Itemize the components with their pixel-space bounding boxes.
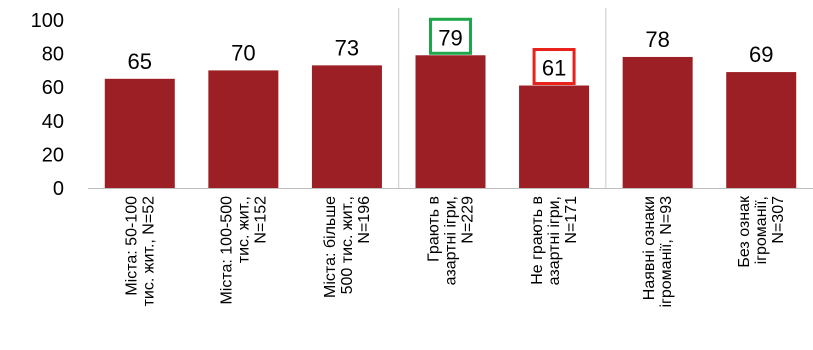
highlight-box — [532, 48, 576, 86]
data-label: 70 — [231, 40, 255, 65]
category-label-line: ігроманії, — [753, 196, 770, 264]
y-tick-label: 0 — [53, 178, 64, 200]
category-label-line: Міста: 100-500 — [218, 196, 235, 305]
category-label-line: N=152 — [252, 196, 269, 244]
category-label: Грають вазартні ігри,N=229 — [426, 196, 477, 285]
group-separators — [398, 8, 607, 188]
category-label-line: Грають в — [426, 196, 443, 262]
y-tick-label: 40 — [42, 111, 64, 133]
category-label: Міста: 100-500тис. жит.,N=152 — [218, 196, 269, 305]
category-labels: Міста: 50-100тис. жит., N=52 Міста: 100-5… — [123, 195, 787, 308]
data-label: 69 — [749, 42, 773, 67]
category-label-line: Без ознак — [736, 195, 753, 268]
category-label: Без ознакігроманії,N=307 — [736, 195, 787, 268]
data-labels: 65 70 73 79 61 78 69 — [128, 25, 774, 80]
category-label: Міста: більше500 тис. жит.,N=196 — [322, 196, 373, 298]
category-label-line: Не грають в — [529, 196, 546, 285]
category-label-line: Міста: більше — [322, 196, 339, 298]
y-axis-ticks: 0 20 40 60 80 100 — [31, 10, 64, 200]
bar — [104, 78, 175, 188]
category-label-line: азартні ігри, — [443, 196, 460, 285]
bar — [415, 55, 486, 188]
data-label: 79 — [438, 25, 462, 50]
category-label-line: N=171 — [563, 196, 580, 244]
category-label-line: тис. жит., N=52 — [140, 196, 157, 306]
category-label: Міста: 50-100тис. жит., N=52 — [123, 196, 157, 306]
data-label: 65 — [128, 49, 152, 74]
bar — [726, 72, 797, 188]
category-label-line: тис. жит., — [235, 196, 252, 263]
category-label-line: N=307 — [770, 196, 787, 244]
data-label: 73 — [335, 35, 359, 60]
category-label: Наявні ознакиігроманії, N=93 — [641, 196, 675, 308]
y-tick-label: 60 — [42, 77, 64, 99]
category-label-line: Наявні ознаки — [641, 196, 658, 300]
bar — [519, 85, 590, 188]
bar — [311, 65, 382, 188]
highlight-box — [429, 17, 472, 55]
bar — [622, 56, 693, 189]
highlight-boxes — [429, 17, 576, 86]
category-label-line: N=196 — [356, 196, 373, 244]
category-label-line: Міста: 50-100 — [123, 196, 140, 296]
y-tick-label: 80 — [42, 44, 64, 66]
data-label: 61 — [542, 56, 566, 81]
y-tick-label: 20 — [42, 144, 64, 166]
data-label: 78 — [645, 27, 669, 52]
category-label-line: ігроманії, N=93 — [658, 196, 675, 308]
category-label-line: N=229 — [460, 196, 477, 244]
category-label-line: 500 тис. жит., — [339, 196, 356, 294]
y-tick-label: 100 — [31, 10, 64, 32]
category-label-line: азартні ігри, — [546, 196, 563, 285]
bar — [208, 70, 279, 188]
category-label: Не грають вазартні ігри,N=171 — [529, 196, 580, 285]
bars — [104, 55, 797, 189]
